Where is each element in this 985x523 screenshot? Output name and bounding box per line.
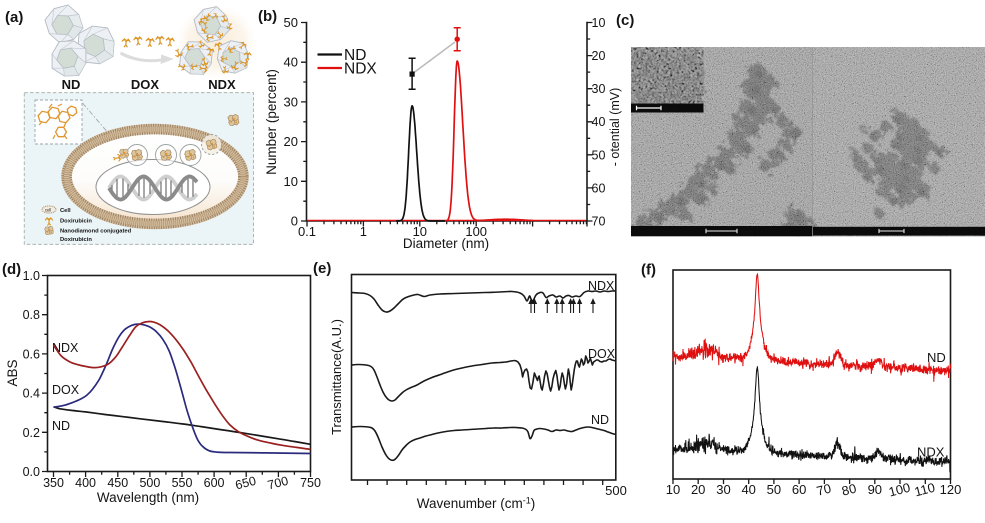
svg-text:Transmittance(A.U.): Transmittance(A.U.) (329, 319, 344, 435)
svg-text:Nanodiamond conjugated: Nanodiamond conjugated (60, 229, 132, 235)
svg-text:750: 750 (300, 476, 321, 490)
svg-text:10: 10 (666, 482, 680, 497)
svg-text:ND: ND (62, 77, 81, 92)
svg-text:Diameter (nm): Diameter (nm) (403, 236, 489, 251)
svg-text:Cell: Cell (60, 208, 71, 214)
svg-text:90: 90 (868, 482, 882, 497)
svg-text:350: 350 (43, 476, 64, 490)
svg-text:20: 20 (691, 482, 705, 497)
svg-text:(e): (e) (313, 260, 331, 277)
svg-text:60: 60 (792, 482, 806, 497)
svg-text:0.2: 0.2 (23, 426, 40, 440)
svg-text:500: 500 (139, 476, 160, 490)
svg-text:100: 100 (465, 224, 487, 239)
svg-text:70: 70 (815, 481, 833, 499)
svg-text:600: 600 (204, 476, 225, 490)
svg-text:DOX: DOX (52, 383, 80, 397)
svg-text:40: 40 (741, 482, 755, 497)
svg-text:10: 10 (284, 174, 298, 189)
svg-text:10: 10 (413, 224, 427, 239)
svg-text:(b): (b) (258, 8, 277, 25)
svg-text:Number (percent): Number (percent) (264, 69, 279, 175)
svg-text:120: 120 (940, 482, 962, 497)
svg-text:50: 50 (284, 15, 298, 30)
svg-text:ND: ND (927, 350, 946, 365)
svg-text:110: 110 (913, 480, 937, 500)
svg-text:60: 60 (592, 181, 606, 195)
svg-text:0.6: 0.6 (23, 347, 40, 361)
svg-text:NDX: NDX (208, 77, 236, 92)
svg-text:450: 450 (107, 476, 128, 490)
svg-text:650: 650 (234, 474, 258, 493)
svg-text:20 nm: 20 nm (907, 229, 920, 234)
svg-text:550: 550 (172, 476, 193, 490)
svg-text:40: 40 (592, 115, 606, 129)
svg-text:(d): (d) (2, 261, 21, 278)
svg-text:(f): (f) (641, 262, 656, 279)
svg-text:(a): (a) (5, 9, 23, 26)
svg-text:100: 100 (887, 480, 912, 500)
svg-text:ND: ND (591, 413, 609, 427)
svg-text:30: 30 (592, 82, 606, 96)
svg-text:30: 30 (284, 94, 298, 109)
svg-text:20: 20 (284, 134, 298, 149)
svg-text:0.0: 0.0 (23, 465, 40, 479)
svg-text:20 nm: 20 nm (740, 229, 753, 234)
svg-text:700: 700 (266, 474, 290, 493)
svg-text:10: 10 (592, 16, 606, 30)
svg-text:20: 20 (592, 49, 606, 63)
svg-text:Wavelength (nm): Wavelength (nm) (97, 490, 199, 505)
svg-text:500: 500 (605, 483, 627, 498)
svg-text:Doxirubicin: Doxirubicin (60, 237, 92, 243)
svg-text:ND: ND (344, 47, 366, 64)
svg-text:50: 50 (767, 482, 781, 497)
svg-text:ND: ND (52, 419, 70, 433)
svg-text:30: 30 (716, 482, 730, 497)
svg-text:0.4: 0.4 (23, 387, 40, 401)
svg-text:ABS: ABS (5, 359, 20, 386)
svg-text:70: 70 (592, 215, 606, 229)
svg-text:- otential (mV): - otential (mV) (608, 88, 622, 167)
svg-text:NDX: NDX (588, 279, 615, 293)
svg-text:50: 50 (592, 148, 606, 162)
svg-text:80: 80 (840, 481, 858, 499)
svg-text:1.0: 1.0 (23, 269, 40, 283)
svg-text:1: 1 (360, 224, 367, 239)
svg-text:Wavenumber (cm-1): Wavenumber (cm-1) (417, 496, 536, 512)
svg-text:cell: cell (45, 208, 51, 213)
svg-text:0.8: 0.8 (23, 308, 40, 322)
svg-text:0.1: 0.1 (298, 224, 316, 239)
svg-text:NDX: NDX (917, 445, 945, 460)
svg-text:DOX: DOX (588, 347, 616, 361)
svg-text:400: 400 (75, 476, 96, 490)
svg-text:40: 40 (284, 55, 298, 70)
svg-text:50 nm: 50 nm (664, 106, 678, 112)
svg-text:NDX: NDX (344, 61, 377, 78)
svg-text:Doxirubicin: Doxirubicin (60, 219, 92, 225)
svg-text:DOX: DOX (131, 77, 160, 92)
svg-text:0: 0 (291, 214, 298, 229)
svg-text:(c): (c) (616, 12, 634, 29)
